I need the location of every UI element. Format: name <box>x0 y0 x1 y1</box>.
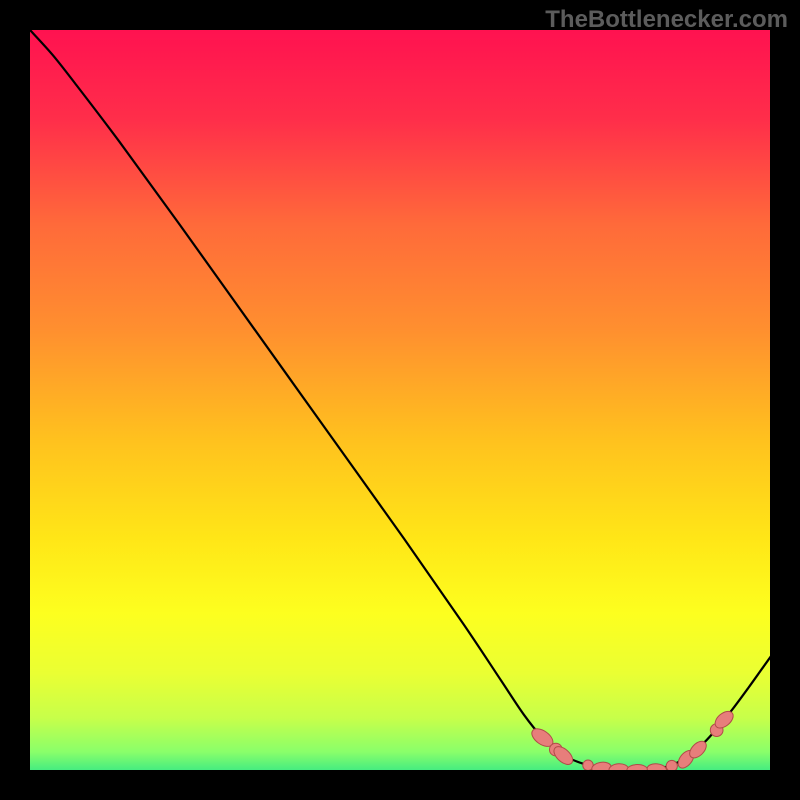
watermark-text: TheBottlenecker.com <box>545 6 788 34</box>
bottleneck-curve-chart <box>0 0 800 800</box>
plot-background <box>30 30 778 778</box>
curve-marker <box>666 760 677 771</box>
